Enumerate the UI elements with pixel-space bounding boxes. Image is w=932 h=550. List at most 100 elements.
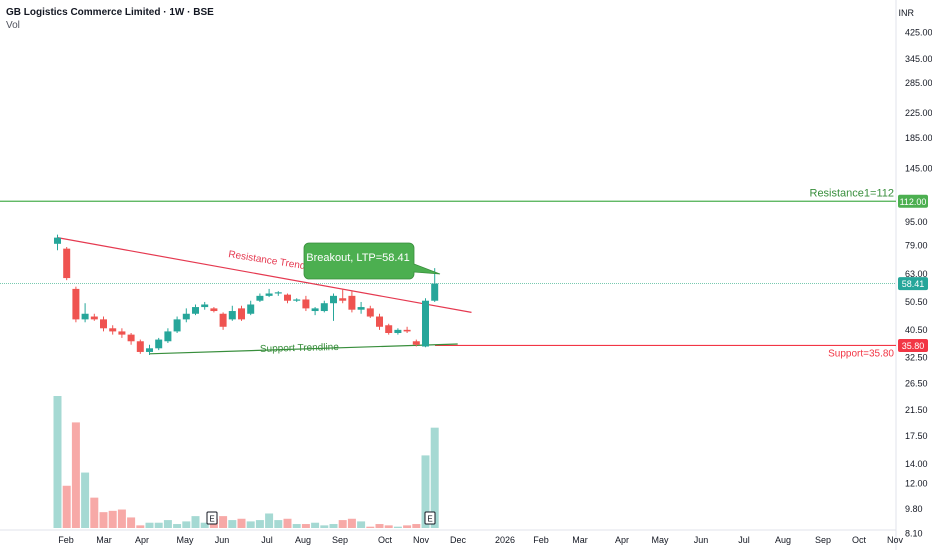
candle bbox=[357, 301, 365, 314]
candle-body bbox=[274, 292, 282, 294]
volume-bar bbox=[246, 521, 255, 528]
volume-bar bbox=[117, 509, 126, 528]
price-badge-bg bbox=[898, 338, 928, 352]
volume-bar bbox=[219, 516, 228, 528]
candle-body bbox=[100, 319, 107, 329]
candle-body bbox=[376, 316, 383, 327]
candle bbox=[109, 325, 117, 335]
candle-body bbox=[164, 331, 172, 342]
candle bbox=[385, 323, 393, 335]
candle-body bbox=[146, 348, 153, 352]
candle-body bbox=[330, 295, 337, 304]
volume-bar bbox=[393, 526, 402, 528]
volume-bar bbox=[154, 522, 163, 528]
symbol-title[interactable]: GB Logistics Commerce Limited · 1W · BSE bbox=[6, 7, 214, 18]
candle bbox=[90, 313, 98, 321]
volume-bar bbox=[412, 524, 421, 528]
x-tick-label: Oct bbox=[852, 535, 867, 545]
x-tick-label: Sep bbox=[815, 535, 831, 545]
y-tick-label: 345.00 bbox=[905, 54, 932, 64]
candle-body bbox=[394, 329, 402, 334]
candle-body bbox=[256, 295, 264, 301]
candle-body bbox=[431, 283, 439, 301]
candle-body bbox=[72, 288, 80, 320]
candle-body bbox=[118, 331, 126, 335]
candle bbox=[394, 328, 402, 335]
candle-body bbox=[412, 341, 420, 345]
candle-body bbox=[385, 325, 393, 334]
candle bbox=[81, 303, 89, 323]
y-tick-label: 225.00 bbox=[905, 108, 932, 118]
candle-body bbox=[173, 319, 181, 332]
x-tick-label: Jun bbox=[215, 535, 230, 545]
volume-bar bbox=[237, 518, 246, 528]
volume-bar bbox=[430, 427, 439, 528]
candle bbox=[182, 308, 190, 323]
candle bbox=[127, 333, 135, 345]
y-tick-label: 17.50 bbox=[905, 431, 928, 441]
volume-bar bbox=[200, 522, 209, 528]
y-tick-label: 425.00 bbox=[905, 28, 932, 38]
candle-body bbox=[238, 308, 245, 320]
candle bbox=[100, 316, 107, 332]
volume-bar bbox=[255, 520, 264, 528]
y-tick-label: 40.50 bbox=[905, 325, 928, 335]
volume-bar bbox=[274, 520, 283, 528]
y-tick-label: 14.00 bbox=[905, 459, 928, 469]
candle-body bbox=[210, 308, 218, 312]
support-trendline bbox=[149, 343, 458, 355]
candle bbox=[238, 305, 245, 321]
volume-bar bbox=[99, 512, 108, 528]
candle bbox=[72, 286, 80, 323]
earnings-marker: E bbox=[424, 511, 436, 525]
x-tick-label: Mar bbox=[96, 535, 112, 545]
volume-bar bbox=[136, 525, 145, 528]
candle bbox=[219, 312, 227, 330]
candle bbox=[201, 301, 209, 310]
candle bbox=[422, 298, 429, 348]
candle bbox=[210, 307, 218, 313]
candle bbox=[146, 344, 153, 355]
y-tick-label: 95.00 bbox=[905, 217, 928, 227]
x-tick-label: May bbox=[176, 535, 194, 545]
candle bbox=[164, 328, 172, 343]
candle-body bbox=[90, 316, 98, 320]
support-label: Support=35.80 bbox=[828, 348, 894, 359]
candle-body bbox=[182, 313, 190, 320]
volume-bar bbox=[108, 510, 117, 528]
price-badge: 35.80 bbox=[898, 338, 928, 352]
x-tick-label: Feb bbox=[58, 535, 74, 545]
volume-bar bbox=[338, 520, 347, 528]
volume-bar bbox=[329, 524, 338, 528]
volume-bar bbox=[283, 518, 292, 528]
volume-bar bbox=[53, 396, 62, 528]
candle bbox=[274, 291, 282, 296]
candle bbox=[376, 313, 383, 330]
candle bbox=[118, 328, 126, 338]
volume-bar bbox=[347, 518, 356, 528]
earnings-marker-box bbox=[424, 511, 436, 525]
y-tick-label: 21.50 bbox=[905, 405, 928, 415]
price-badge-text: 35.80 bbox=[902, 341, 925, 351]
candle bbox=[63, 247, 71, 281]
candle bbox=[330, 293, 337, 321]
candle-body bbox=[81, 313, 89, 320]
volume-indicator-label[interactable]: Vol bbox=[6, 20, 20, 31]
candle-body bbox=[54, 237, 61, 244]
x-tick-label: Sep bbox=[332, 535, 348, 545]
earnings-marker-text: E bbox=[209, 515, 214, 524]
volume-bar bbox=[384, 525, 393, 528]
price-badge-bg bbox=[898, 277, 928, 291]
volume-bar bbox=[320, 525, 329, 528]
candle-body bbox=[192, 307, 199, 314]
x-tick-label: May bbox=[651, 535, 669, 545]
candle-body bbox=[63, 248, 71, 279]
price-badge-text: 112.00 bbox=[900, 197, 927, 207]
candle bbox=[302, 295, 310, 312]
candle bbox=[136, 339, 144, 354]
volume-bar bbox=[163, 520, 172, 528]
candle bbox=[192, 304, 199, 316]
support-trendline-label: Support Trendline bbox=[260, 342, 340, 355]
candle-body bbox=[155, 339, 163, 349]
